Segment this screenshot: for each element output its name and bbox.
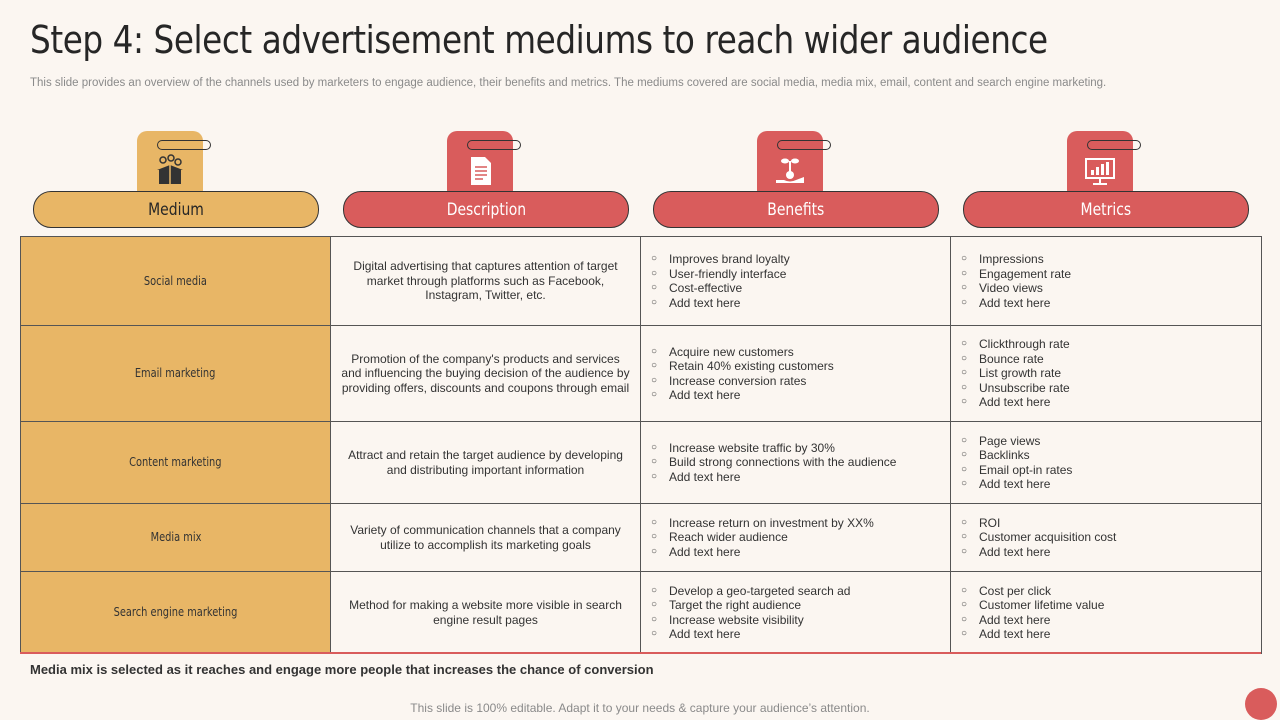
list-item: Add text here <box>651 296 940 311</box>
row-medium: Content marketing <box>20 421 331 504</box>
page-subtitle: This slide provides an overview of the c… <box>30 77 1107 89</box>
row-benefits: Improves brand loyalty User-friendly int… <box>640 236 951 326</box>
list-item: Backlinks <box>961 448 1251 463</box>
list-item: List growth rate <box>961 366 1251 381</box>
list-item: Increase return on investment by XX% <box>651 516 940 531</box>
list-item: Cost per click <box>961 584 1251 599</box>
list-item: Clickthrough rate <box>961 337 1251 352</box>
table-row: Email marketing Promotion of the company… <box>20 325 1262 422</box>
row-medium: Email marketing <box>20 325 331 422</box>
row-benefits: Develop a geo-targeted search ad Target … <box>640 571 951 654</box>
row-description: Variety of communication channels that a… <box>330 503 641 572</box>
list-item: Add text here <box>651 388 940 403</box>
list-item: Add text here <box>651 545 940 560</box>
document-icon <box>471 157 491 185</box>
list-item: Add text here <box>961 545 1251 560</box>
medium-icon <box>157 154 183 184</box>
footer-note: This slide is 100% editable. Adapt it to… <box>410 701 870 715</box>
list-item: Customer lifetime value <box>961 598 1251 613</box>
list-item: Email opt-in rates <box>961 463 1251 478</box>
list-item: Video views <box>961 281 1251 296</box>
list-item: Acquire new customers <box>651 345 940 360</box>
list-item: Target the right audience <box>651 598 940 613</box>
header-tab <box>137 131 203 195</box>
row-metrics: Cost per click Customer lifetime value A… <box>950 571 1262 654</box>
header-description-pill: Description <box>343 191 629 228</box>
clip-shape <box>157 140 211 150</box>
list-item: Increase website traffic by 30% <box>651 441 940 456</box>
list-item: Reach wider audience <box>651 530 940 545</box>
row-metrics: ROI Customer acquisition cost Add text h… <box>950 503 1262 572</box>
divider-line <box>20 652 1261 654</box>
list-item: Add text here <box>651 627 940 642</box>
row-benefits: Increase return on investment by XX% Rea… <box>640 503 951 572</box>
list-item: Build strong connections with the audien… <box>651 455 940 470</box>
header-benefits-pill: Benefits <box>653 191 939 228</box>
header-description: Description <box>343 131 629 228</box>
decorative-circle <box>1245 688 1277 720</box>
list-item: Unsubscribe rate <box>961 381 1251 396</box>
clip-shape <box>1087 140 1141 150</box>
media-table: Social media Digital advertising that ca… <box>20 236 1262 654</box>
money-plant-icon <box>776 158 804 183</box>
list-item: Customer acquisition cost <box>961 530 1251 545</box>
row-description: Digital advertising that captures attent… <box>330 236 641 326</box>
header-metrics: Metrics <box>963 131 1249 228</box>
list-item: Improves brand loyalty <box>651 252 940 267</box>
page-title: Step 4: Select advertisement mediums to … <box>30 18 1048 62</box>
clip-shape <box>777 140 831 150</box>
list-item: User-friendly interface <box>651 267 940 282</box>
row-medium: Search engine marketing <box>20 571 331 654</box>
row-description: Promotion of the company's products and … <box>330 325 641 422</box>
list-item: Engagement rate <box>961 267 1251 282</box>
row-medium: Social media <box>20 236 331 326</box>
list-item: ROI <box>961 516 1251 531</box>
list-item: Increase website visibility <box>651 613 940 628</box>
table-row: Content marketing Attract and retain the… <box>20 421 1262 504</box>
list-item: Bounce rate <box>961 352 1251 367</box>
header-medium: Medium <box>33 131 319 228</box>
list-item: Add text here <box>961 477 1251 492</box>
header-medium-pill: Medium <box>33 191 319 228</box>
list-item: Page views <box>961 434 1251 449</box>
list-item: Add text here <box>961 395 1251 410</box>
table-row: Search engine marketing Method for makin… <box>20 571 1262 654</box>
list-item: Retain 40% existing customers <box>651 359 940 374</box>
row-description: Method for making a website more visible… <box>330 571 641 654</box>
table-row: Social media Digital advertising that ca… <box>20 236 1262 326</box>
conclusion-text: Media mix is selected as it reaches and … <box>30 662 654 677</box>
list-item: Add text here <box>961 296 1251 311</box>
list-item: Cost-effective <box>651 281 940 296</box>
row-medium: Media mix <box>20 503 331 572</box>
header-metrics-pill: Metrics <box>963 191 1249 228</box>
row-description: Attract and retain the target audience b… <box>330 421 641 504</box>
row-benefits: Acquire new customers Retain 40% existin… <box>640 325 951 422</box>
row-metrics: Impressions Engagement rate Video views … <box>950 236 1262 326</box>
list-item: Add text here <box>651 470 940 485</box>
list-item: Increase conversion rates <box>651 374 940 389</box>
list-item: Develop a geo-targeted search ad <box>651 584 940 599</box>
monitor-chart-icon <box>1085 158 1115 185</box>
row-metrics: Page views Backlinks Email opt-in rates … <box>950 421 1262 504</box>
row-metrics: Clickthrough rate Bounce rate List growt… <box>950 325 1262 422</box>
row-benefits: Increase website traffic by 30% Build st… <box>640 421 951 504</box>
list-item: Add text here <box>961 613 1251 628</box>
list-item: Add text here <box>961 627 1251 642</box>
table-row: Media mix Variety of communication chann… <box>20 503 1262 572</box>
header-benefits: Benefits <box>653 131 939 228</box>
clip-shape <box>467 140 521 150</box>
list-item: Impressions <box>961 252 1251 267</box>
